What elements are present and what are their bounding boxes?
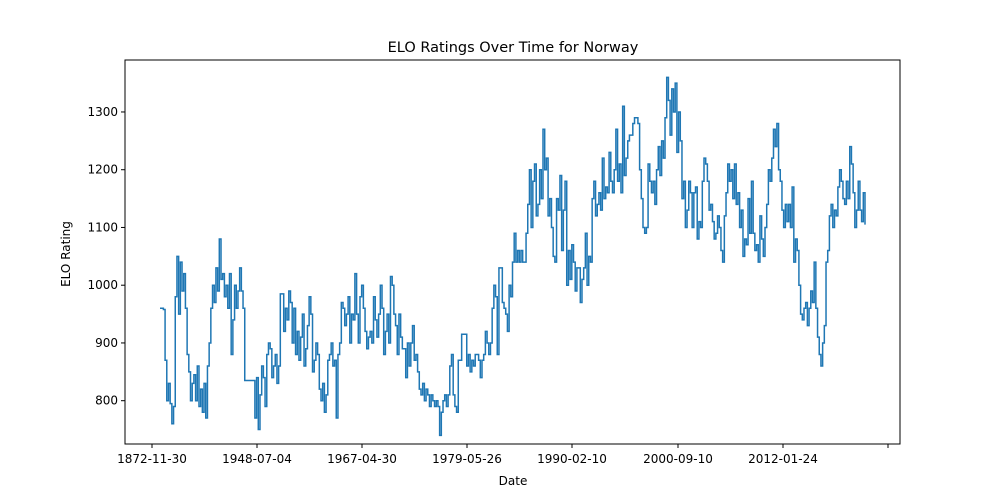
x-tick-label: 1967-04-30 [327,452,397,466]
y-tick-label: 900 [95,336,118,350]
x-tick-label: 1948-07-04 [222,452,292,466]
plot-frame [124,59,901,445]
x-tick-label: 2012-01-24 [748,452,818,466]
y-axis: 800 900 1000 1100 1200 1300 [87,105,125,408]
y-tick-label: 1200 [87,163,118,177]
x-tick-label: 1872-11-30 [117,452,187,466]
chart-title: ELO Ratings Over Time for Norway [388,40,639,56]
x-axis-label: Date [499,474,528,488]
x-tick-label: 1990-02-10 [537,452,607,466]
y-tick-label: 1100 [87,220,118,234]
series-line [160,76,866,437]
y-tick-label: 1300 [87,105,118,119]
y-tick-label: 800 [95,394,118,408]
x-axis: 1872-11-30 1948-07-04 1967-04-30 1979-05-26… [117,444,889,466]
y-tick-label: 1000 [87,278,118,292]
y-axis-label: ELO Rating [59,221,73,287]
x-tick-label: 2000-09-10 [643,452,713,466]
plot-area [124,59,901,445]
x-tick-label: 1979-05-26 [432,452,502,466]
